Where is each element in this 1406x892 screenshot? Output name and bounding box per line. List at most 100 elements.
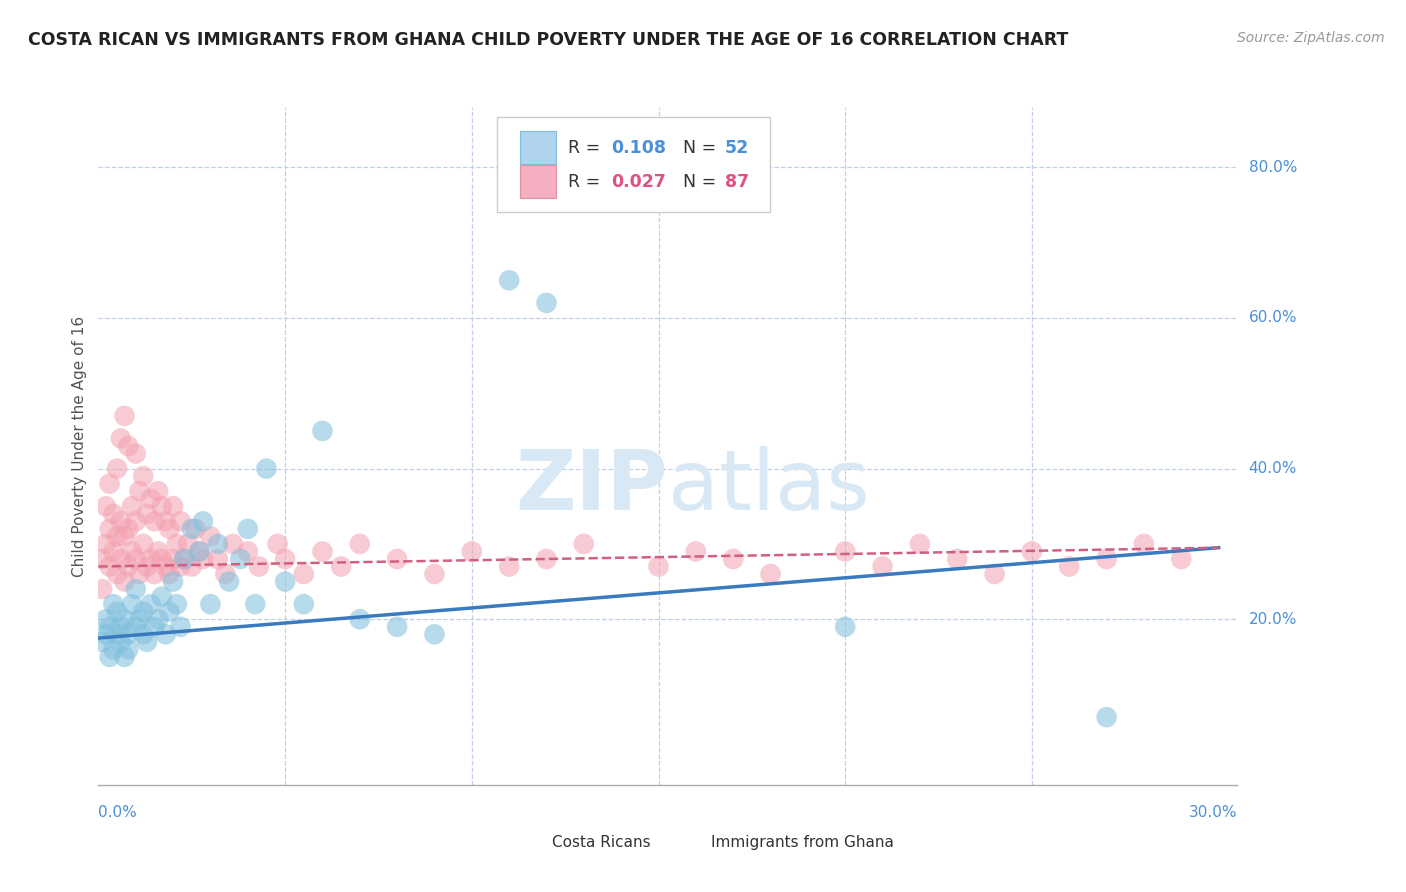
Point bbox=[110, 552, 132, 566]
Point bbox=[311, 544, 333, 558]
Text: 60.0%: 60.0% bbox=[1249, 310, 1298, 326]
Point bbox=[245, 597, 267, 611]
Point bbox=[125, 514, 148, 528]
Point bbox=[146, 484, 169, 499]
Point bbox=[157, 605, 180, 619]
Point bbox=[146, 544, 169, 558]
Point bbox=[214, 567, 236, 582]
Point bbox=[162, 500, 184, 514]
Point bbox=[125, 620, 148, 634]
Text: N =: N = bbox=[672, 173, 723, 191]
Point bbox=[136, 635, 159, 649]
Point bbox=[166, 537, 188, 551]
Point bbox=[188, 544, 211, 558]
Point bbox=[236, 522, 259, 536]
Point bbox=[105, 605, 128, 619]
Point bbox=[125, 552, 148, 566]
Text: 0.0%: 0.0% bbox=[98, 805, 138, 821]
Point bbox=[103, 507, 125, 521]
Point bbox=[155, 514, 177, 528]
Point bbox=[834, 620, 856, 634]
Point bbox=[98, 476, 121, 491]
Point bbox=[349, 612, 371, 626]
Text: Immigrants from Ghana: Immigrants from Ghana bbox=[711, 835, 894, 850]
Point bbox=[207, 537, 229, 551]
Point bbox=[236, 544, 259, 558]
Point bbox=[292, 597, 315, 611]
Point bbox=[983, 567, 1005, 582]
Point bbox=[91, 582, 114, 596]
Point bbox=[117, 439, 139, 453]
Point bbox=[110, 635, 132, 649]
Point bbox=[191, 514, 214, 528]
Point bbox=[132, 469, 155, 483]
Point bbox=[173, 552, 195, 566]
Point bbox=[572, 537, 595, 551]
Point bbox=[117, 642, 139, 657]
Text: N =: N = bbox=[672, 139, 723, 157]
Point bbox=[834, 544, 856, 558]
Point bbox=[173, 552, 195, 566]
Point bbox=[207, 552, 229, 566]
Point bbox=[121, 500, 143, 514]
Point bbox=[423, 627, 446, 641]
Point bbox=[105, 627, 128, 641]
Text: Costa Ricans: Costa Ricans bbox=[551, 835, 651, 850]
Point bbox=[132, 537, 155, 551]
Y-axis label: Child Poverty Under the Age of 16: Child Poverty Under the Age of 16 bbox=[72, 316, 87, 576]
Point bbox=[114, 529, 136, 543]
Point bbox=[200, 529, 222, 543]
Point bbox=[143, 514, 166, 528]
Point bbox=[114, 409, 136, 423]
Point bbox=[180, 559, 202, 574]
FancyBboxPatch shape bbox=[520, 165, 557, 198]
Point bbox=[162, 552, 184, 566]
Point bbox=[536, 552, 558, 566]
Point bbox=[1170, 552, 1192, 566]
Text: R =: R = bbox=[568, 173, 606, 191]
Point bbox=[150, 552, 173, 566]
Point bbox=[169, 620, 191, 634]
Point bbox=[166, 597, 188, 611]
Point bbox=[1095, 552, 1118, 566]
Point bbox=[91, 635, 114, 649]
Point bbox=[143, 567, 166, 582]
Text: 40.0%: 40.0% bbox=[1249, 461, 1298, 476]
Point bbox=[128, 567, 150, 582]
Point bbox=[143, 620, 166, 634]
Point bbox=[184, 522, 207, 536]
Point bbox=[177, 537, 200, 551]
Point bbox=[200, 597, 222, 611]
Point bbox=[121, 597, 143, 611]
Point bbox=[498, 273, 520, 287]
Point bbox=[105, 567, 128, 582]
Point bbox=[385, 552, 408, 566]
Point bbox=[229, 552, 252, 566]
Point bbox=[162, 574, 184, 589]
Point bbox=[872, 559, 894, 574]
Point bbox=[169, 559, 191, 574]
Point bbox=[256, 461, 278, 475]
FancyBboxPatch shape bbox=[512, 828, 546, 857]
Point bbox=[330, 559, 353, 574]
Point bbox=[94, 500, 117, 514]
Point bbox=[139, 552, 162, 566]
Point bbox=[311, 424, 333, 438]
Point bbox=[110, 432, 132, 446]
Point bbox=[218, 574, 240, 589]
Point bbox=[266, 537, 288, 551]
Point bbox=[91, 552, 114, 566]
Point bbox=[721, 552, 744, 566]
Point bbox=[180, 522, 202, 536]
Point bbox=[908, 537, 931, 551]
Point bbox=[498, 559, 520, 574]
Point bbox=[946, 552, 969, 566]
Point bbox=[139, 597, 162, 611]
Point bbox=[385, 620, 408, 634]
Point bbox=[103, 642, 125, 657]
Point bbox=[136, 559, 159, 574]
Point bbox=[114, 574, 136, 589]
Point bbox=[132, 627, 155, 641]
Point bbox=[1021, 544, 1043, 558]
Point bbox=[125, 582, 148, 596]
